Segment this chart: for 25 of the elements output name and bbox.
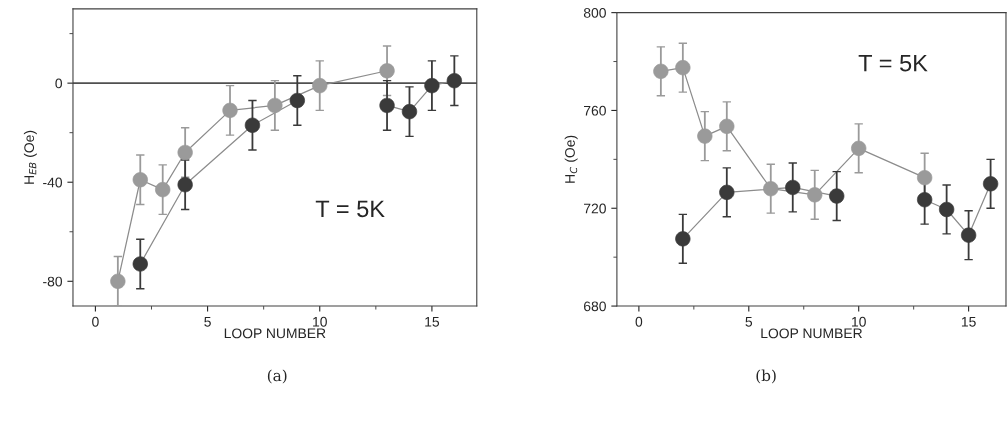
x-tick-label: 10 — [852, 316, 866, 327]
y-axis-title: H$_{C}$ (Oe) — [564, 135, 578, 183]
x-tick-label: 5 — [204, 316, 211, 327]
x-tick-label: 10 — [313, 316, 327, 327]
text: (b) — [756, 369, 776, 384]
y-tick-label: -40 — [43, 177, 63, 188]
text: (a) — [267, 369, 287, 384]
y-tick-label: 760 — [584, 105, 606, 116]
annotation: T = 5K — [858, 55, 928, 72]
x-tick-label: 0 — [635, 316, 643, 327]
y-axis-title: H$_{EB}$ (Oe) — [23, 130, 37, 184]
annotation: T = 5K — [315, 200, 385, 218]
x-tick-label: 5 — [745, 316, 753, 327]
x-axis-title: LOOP NUMBER — [224, 328, 326, 339]
y-tick-label: 680 — [584, 301, 606, 312]
y-tick-label: 800 — [583, 7, 606, 18]
point — [379, 97, 395, 114]
x-tick-label: 15 — [961, 316, 976, 327]
y-tick-label: 720 — [584, 203, 606, 214]
y-tick-label: 0 — [55, 78, 63, 89]
x-tick-label: 15 — [425, 316, 440, 327]
x-tick-label: 0 — [92, 316, 99, 327]
y-tick-label: -80 — [43, 276, 63, 287]
point — [312, 77, 328, 94]
x-axis-title: LOOP NUMBER — [761, 328, 862, 339]
